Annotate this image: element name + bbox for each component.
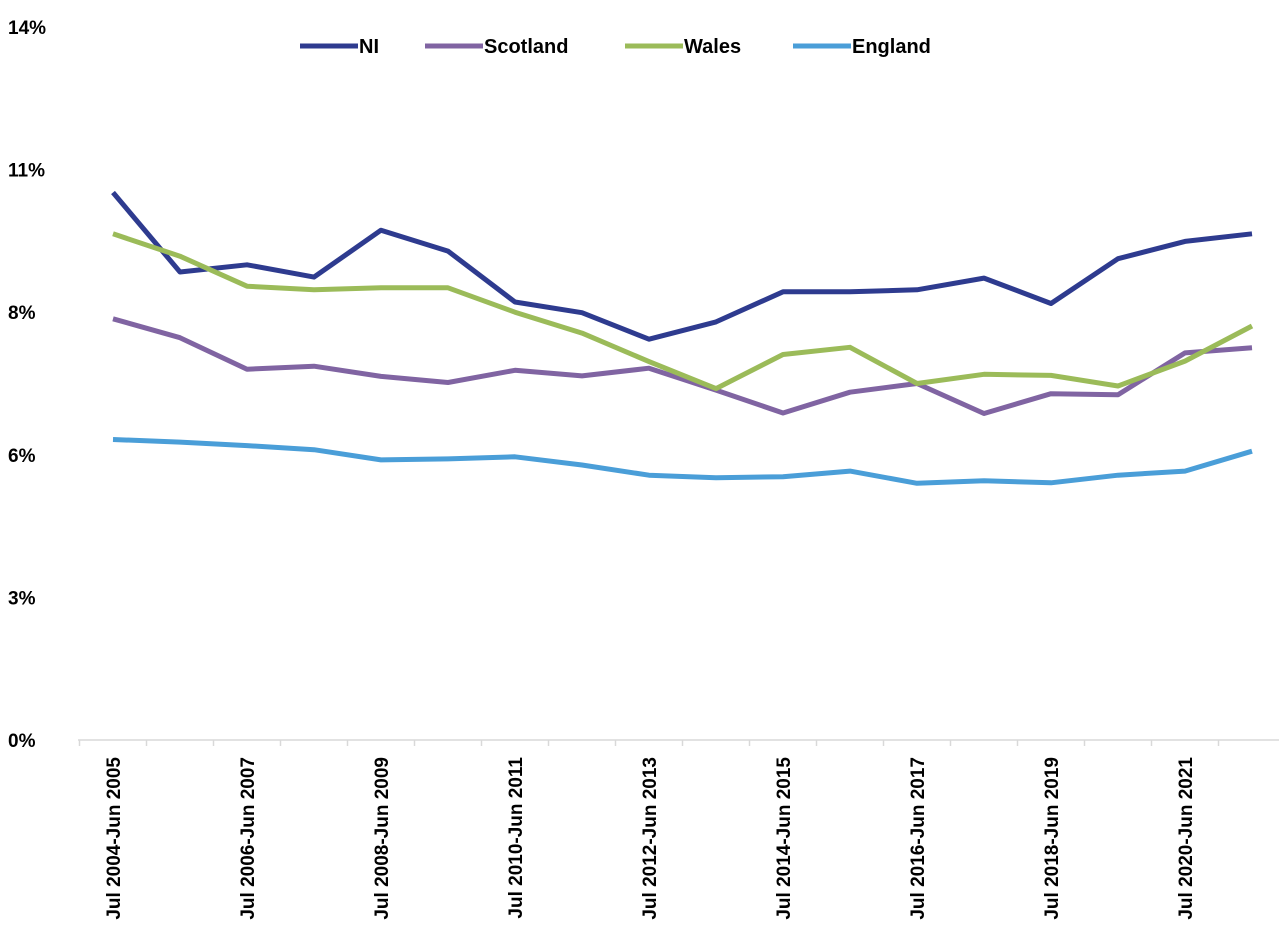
series-line-scotland [112, 316, 1253, 416]
x-tick-label: Jul 2006-Jun 2007 [238, 757, 259, 920]
y-tick-label: 3% [8, 588, 36, 609]
legend-label: NI [359, 36, 379, 58]
legend-item-ni: NI [300, 36, 379, 58]
x-tick-label: Jul 2010-Jun 2011 [506, 757, 527, 919]
x-axis-ticks [78, 740, 1220, 746]
legend-label: England [852, 36, 931, 58]
y-tick-label: 8% [8, 303, 36, 324]
series-lines [111, 190, 1254, 486]
series-line-ni [111, 190, 1253, 342]
x-axis-labels: Jul 2004-Jun 2005 Jul 2006-Jun 2007 Jul 20… [104, 757, 1197, 920]
x-tick-label: Jul 2012-Jun 2013 [640, 757, 661, 920]
legend-item-england: England [793, 36, 931, 58]
legend-label: Scotland [484, 36, 568, 58]
x-tick-label: Jul 2016-Jun 2017 [908, 757, 929, 920]
x-tick-label: Jul 2018-Jun 2019 [1042, 757, 1063, 920]
y-tick-label: 6% [8, 446, 36, 467]
series-line-wales [112, 231, 1254, 392]
legend-label: Wales [684, 36, 741, 58]
x-tick-label: Jul 2004-Jun 2005 [104, 757, 125, 920]
y-tick-label: 11% [8, 161, 45, 182]
legend-item-scotland: Scotland [425, 36, 568, 58]
legend: NI Scotland Wales England [300, 36, 931, 58]
y-tick-label: 0% [8, 731, 36, 752]
series-line-england [112, 437, 1253, 486]
y-tick-label: 14% [8, 18, 46, 39]
x-tick-label: Jul 2014-Jun 2015 [774, 757, 795, 920]
y-axis-labels: 0% 3% 6% 8% 11% 14% [8, 18, 46, 752]
x-tick-label: Jul 2020-Jun 2021 [1176, 757, 1197, 920]
legend-item-wales: Wales [625, 36, 741, 58]
x-tick-label: Jul 2008-Jun 2009 [372, 757, 393, 920]
